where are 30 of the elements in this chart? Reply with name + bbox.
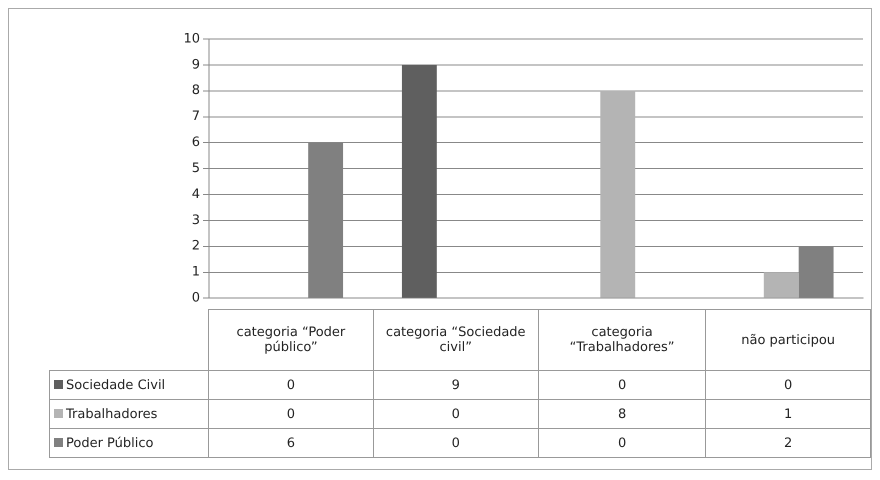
bar	[402, 64, 437, 298]
y-tick-label: 3	[192, 212, 200, 228]
bar	[600, 90, 636, 298]
y-tick-label: 5	[192, 160, 200, 176]
x-tick-label: categoria “Trabalhadores”	[538, 310, 706, 370]
data-label: 0	[538, 428, 706, 458]
y-tick-label: 1	[192, 264, 200, 280]
data-label: 8	[538, 400, 706, 428]
x-tick-label: categoria “Poder público”	[208, 310, 374, 370]
y-tick-label: 0	[192, 290, 200, 306]
data-label: 0	[373, 400, 538, 428]
y-tick-label: 9	[192, 57, 200, 72]
y-tick-label: 7	[192, 109, 200, 124]
legend-label: Trabalhadores	[66, 406, 158, 422]
legend-label: Poder Público	[66, 436, 154, 450]
data-label: 0	[373, 428, 538, 458]
y-tick-label: 2	[192, 238, 200, 254]
y-tick-label: 6	[192, 135, 200, 150]
data-label: 0	[706, 370, 870, 400]
legend-label: Sociedade Civil	[66, 378, 166, 392]
x-tick-label: não participou	[706, 310, 870, 370]
y-tick-label: 8	[192, 83, 200, 98]
y-tick-label: 4	[192, 186, 200, 202]
data-label: 0	[538, 370, 706, 400]
data-label: 1	[706, 400, 870, 428]
bar	[764, 272, 799, 298]
x-tick-label: categoria “Sociedade civil”	[373, 310, 538, 370]
data-label: 2	[706, 428, 870, 458]
y-tick-label: 10	[183, 31, 200, 46]
data-label: 9	[373, 370, 538, 400]
